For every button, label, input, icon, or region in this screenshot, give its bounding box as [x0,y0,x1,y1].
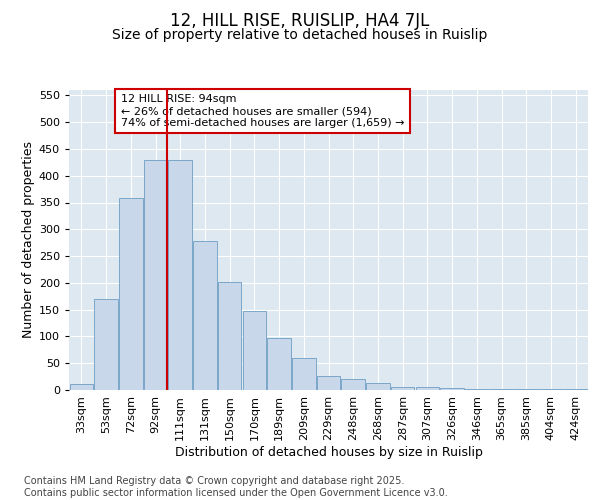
Text: 12 HILL RISE: 94sqm
← 26% of detached houses are smaller (594)
74% of semi-detac: 12 HILL RISE: 94sqm ← 26% of detached ho… [121,94,404,128]
Text: Size of property relative to detached houses in Ruislip: Size of property relative to detached ho… [112,28,488,42]
Bar [242,310,266,390]
Bar [193,241,217,390]
Bar [341,380,365,390]
X-axis label: Distribution of detached houses by size in Ruislip: Distribution of detached houses by size … [175,446,482,458]
Bar [218,282,241,390]
Bar [169,160,192,390]
Bar [440,388,464,390]
Bar [70,384,93,390]
Bar [94,299,118,390]
Bar [317,376,340,390]
Bar [268,338,291,390]
Bar [391,388,415,390]
Bar [416,388,439,390]
Bar [119,198,143,390]
Y-axis label: Number of detached properties: Number of detached properties [22,142,35,338]
Bar [292,358,316,390]
Bar [465,389,488,390]
Bar [366,383,389,390]
Bar [144,160,167,390]
Text: Contains HM Land Registry data © Crown copyright and database right 2025.
Contai: Contains HM Land Registry data © Crown c… [24,476,448,498]
Text: 12, HILL RISE, RUISLIP, HA4 7JL: 12, HILL RISE, RUISLIP, HA4 7JL [170,12,430,30]
